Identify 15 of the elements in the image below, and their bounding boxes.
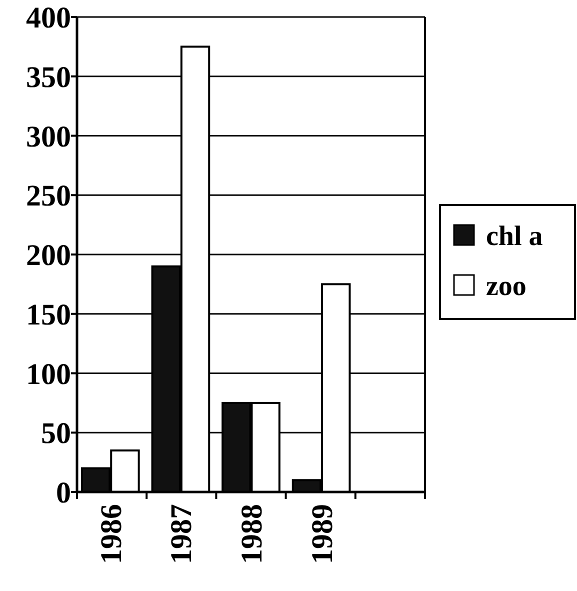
y-tick-label: 150 [26,298,71,332]
x-tick-label: 1989 [306,504,339,564]
legend-label: chl a [486,220,543,252]
y-tick-label: 200 [26,239,71,272]
x-tick-label: 1987 [165,504,198,564]
legend-label: zoo [486,270,526,302]
y-tick-label: 300 [26,120,71,154]
x-tick-label: 1986 [94,504,128,564]
y-tick-label: 250 [26,180,71,213]
y-tick-label: 350 [26,60,71,94]
y-tick-label: 0 [56,476,71,510]
x-tick-label: 1988 [236,504,268,564]
y-tick-label: 100 [26,358,71,391]
y-tick-label: 50 [41,417,71,450]
y-tick-label: 400 [26,2,71,34]
